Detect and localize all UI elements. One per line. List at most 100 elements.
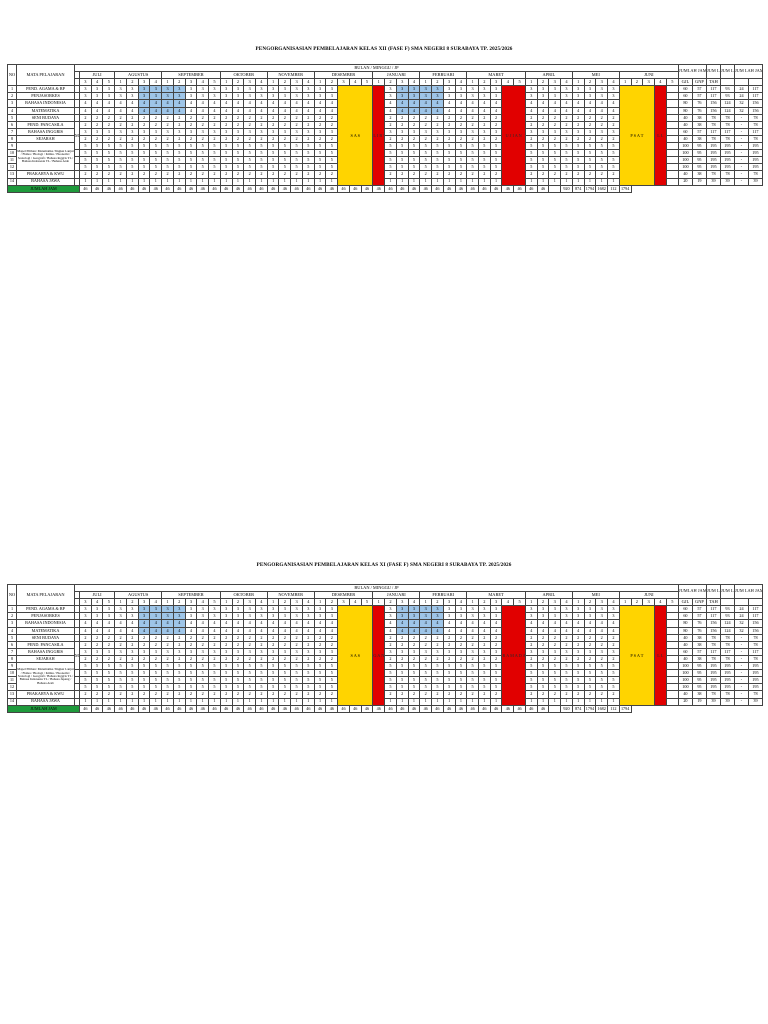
jp-cell: 3 [595, 612, 609, 621]
jp-cell: 2 [407, 690, 421, 699]
jp-cell: 4 [431, 626, 444, 635]
summary-cell: 156 [705, 626, 721, 635]
summary-cell: 80 [677, 626, 693, 635]
jp-cell: 2 [325, 633, 339, 642]
jp-cell: 3 [395, 612, 409, 621]
total-jp-cell: 46 [184, 704, 198, 713]
month-oktober: OKTOBER [219, 591, 268, 600]
jp-cell: 3 [125, 605, 139, 614]
jp-cell: 5 [301, 142, 315, 151]
jp-cell: 2 [114, 690, 127, 699]
jp-cell: 5 [90, 156, 104, 165]
jp-cell: 5 [419, 683, 433, 692]
jp-cell: 5 [231, 669, 245, 678]
jp-cell: 3 [301, 605, 315, 614]
jp-cell: 2 [524, 640, 538, 649]
jp-cell: 4 [325, 619, 339, 628]
jp-cell: 2 [407, 654, 421, 664]
summary-cell: 78 [705, 120, 721, 129]
jp-cell: 2 [489, 120, 503, 129]
summary-cell: 93 [719, 85, 735, 94]
summary-cell: 78 [719, 690, 735, 699]
break-column-yellow: P S A T [618, 85, 655, 186]
jp-cell: 2 [219, 640, 233, 649]
jp-cell: 2 [137, 640, 151, 649]
summary-cell: 195 [747, 669, 763, 678]
jp-cell: 2 [560, 134, 573, 144]
jp-cell: 5 [196, 676, 210, 685]
jp-cell: 5 [184, 149, 198, 158]
jp-cell: 3 [278, 92, 292, 101]
jp-cell: 4 [79, 106, 92, 115]
table-row: 3 BAHASA INDONESIA 4 4 4 4 4 4 4 4 4 4 4 4 4 4 4 4 4 4 4 4 4 4 4… [7, 619, 763, 628]
week-number: 2 [172, 78, 186, 87]
jp-cell: 5 [419, 669, 433, 678]
jp-cell: 5 [278, 142, 292, 151]
jp-cell: 2 [90, 134, 104, 144]
jp-cell: 3 [172, 612, 186, 621]
jp-cell: 3 [219, 647, 233, 656]
jp-cell: 3 [466, 605, 479, 614]
jp-cell: 5 [278, 163, 292, 172]
total-jp-cell: 46 [407, 704, 421, 713]
summary-cell: 39 [705, 177, 721, 186]
jp-cell: 3 [524, 127, 538, 136]
jp-cell: 2 [102, 120, 116, 129]
jp-cell: 5 [255, 683, 268, 692]
jp-cell: 2 [79, 690, 92, 699]
jp-cell: 2 [571, 170, 585, 179]
jp-cell: 3 [607, 85, 620, 94]
jp-cell: 1 [301, 697, 315, 706]
jp-cell: 4 [79, 99, 92, 108]
jp-cell: 5 [524, 156, 538, 165]
jp-cell: 3 [278, 127, 292, 136]
jp-cell: 2 [431, 633, 444, 642]
summary-cell: 57 [691, 612, 707, 621]
summary-cell: 195 [747, 142, 763, 151]
jp-cell: 2 [607, 134, 620, 144]
jp-cell: 1 [125, 697, 139, 706]
summary-cell: 40 [677, 690, 693, 699]
jp-cell: 5 [466, 156, 479, 165]
subject-name: PEND. PANCASILA [16, 120, 75, 129]
jp-cell: 4 [489, 99, 503, 108]
summary-cell: 195 [705, 163, 721, 172]
jp-cell: 3 [583, 605, 597, 614]
jp-cell: 3 [431, 92, 444, 101]
jp-cell: 2 [219, 113, 233, 122]
break-column-red: G A N J I L [372, 605, 386, 706]
jp-cell: 4 [184, 626, 198, 635]
jp-cell: 2 [243, 633, 257, 642]
jp-cell: 2 [431, 113, 444, 122]
jp-cell: 5 [243, 142, 257, 151]
jp-cell: 5 [161, 662, 174, 671]
jp-cell: 4 [255, 619, 268, 628]
jp-cell: 4 [419, 99, 433, 108]
summary-cell: 78 [747, 640, 763, 649]
jp-cell: 3 [114, 92, 127, 101]
jp-cell: 4 [607, 626, 620, 635]
total-summary-cell: 920 [560, 184, 573, 193]
jp-cell: 5 [384, 669, 397, 678]
jp-cell: 4 [454, 106, 468, 115]
summary-cell: 24 [733, 92, 749, 101]
jp-cell: 1 [231, 177, 245, 186]
total-jp-cell: 46 [243, 184, 257, 193]
jp-cell: 4 [231, 619, 245, 628]
jp-cell: 4 [442, 619, 456, 628]
week-number: 4 [90, 598, 104, 607]
summary-cell: 38 [691, 654, 707, 664]
summary-cell: 195 [705, 676, 721, 685]
week-number: 4 [149, 78, 163, 87]
jp-cell: 3 [454, 647, 468, 656]
total-summary-cell: 1682 [595, 184, 609, 193]
jp-cell: 5 [384, 142, 397, 151]
jp-cell: 5 [125, 669, 139, 678]
subject-name: BAHASA INDONESIA [16, 99, 75, 108]
jp-cell: 2 [231, 654, 245, 664]
jp-cell: 5 [466, 662, 479, 671]
jp-cell: 2 [595, 640, 609, 649]
jp-cell: 2 [208, 690, 221, 699]
jp-cell: 2 [172, 633, 186, 642]
jp-cell: 2 [290, 654, 303, 664]
